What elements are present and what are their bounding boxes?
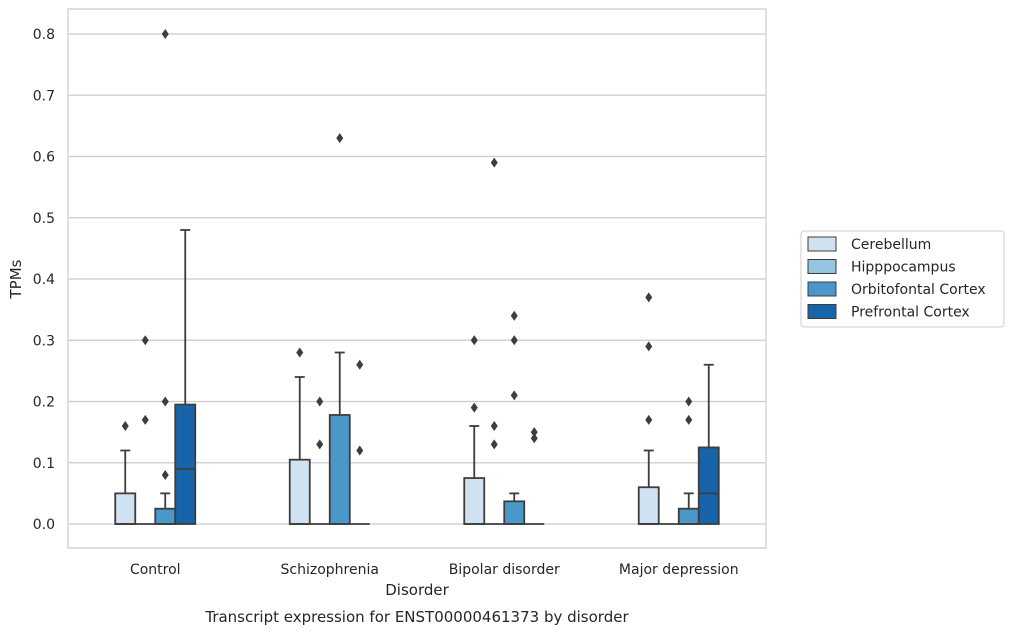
y-tick-label: 0.1 — [33, 456, 55, 472]
x-tick-labels: Control Schizophrenia Bipolar disorder Majo… — [130, 562, 739, 578]
outlier-point — [530, 433, 538, 444]
figure-caption: Transcript expression for ENST0000046137… — [204, 608, 629, 626]
box-body — [288, 458, 311, 525]
y-tick-label: 0.7 — [33, 88, 55, 104]
outlier-point — [141, 335, 149, 346]
box-cerebellum — [288, 376, 311, 525]
outlier-point — [490, 439, 498, 450]
outlier-point — [685, 414, 693, 425]
outlier-point — [316, 439, 324, 450]
outlier-point — [510, 335, 518, 346]
box-cerebellum — [637, 449, 660, 525]
legend-swatch — [807, 281, 837, 297]
box-orbitofontal-cortex — [677, 492, 700, 525]
y-tick-label: 0.8 — [33, 27, 55, 43]
box-body — [697, 446, 720, 525]
box-body — [328, 414, 351, 525]
outlier-point — [141, 414, 149, 425]
box-body — [503, 500, 526, 525]
outlier-point — [296, 347, 304, 358]
x-tick-label: Major depression — [619, 562, 739, 578]
outlier-point — [356, 445, 364, 456]
legend-label: Prefrontal Cortex — [851, 305, 970, 321]
y-axis-title: TPMs — [7, 259, 25, 299]
outlier-point — [490, 421, 498, 431]
outlier-point — [336, 133, 344, 144]
y-tick-label: 0.5 — [33, 211, 55, 227]
y-tick-labels: 0.0 0.1 0.2 0.3 0.4 0.5 0.6 0.7 0.8 — [33, 27, 55, 533]
legend-swatch — [807, 304, 837, 319]
legend-label: Cerebellum — [851, 237, 931, 253]
legend-swatch — [807, 259, 837, 274]
x-tick-label: Schizophrenia — [281, 562, 379, 578]
box-prefrontal-cortex — [174, 229, 197, 525]
box-body — [114, 492, 137, 525]
outlier-point — [645, 341, 653, 352]
plot-frame — [67, 8, 767, 549]
x-axis-title: Disorder — [385, 581, 449, 599]
outlier-point — [470, 335, 478, 346]
y-tick-label: 0.4 — [33, 272, 55, 288]
outlier-point — [161, 396, 169, 407]
outlier-point — [510, 390, 518, 401]
outlier-point — [645, 414, 653, 425]
outlier-point — [356, 359, 364, 370]
legend-frame — [800, 230, 1005, 328]
legend-label: Orbitofontal Cortex — [851, 282, 986, 298]
boxes — [114, 229, 720, 525]
outlier-point — [161, 29, 169, 39]
outlier-point — [470, 402, 478, 413]
legend: Cerebellum Hipppocampus Orbitofontal Corte… — [800, 230, 1005, 328]
outlier-point — [490, 157, 498, 168]
outlier-point — [530, 427, 538, 438]
legend-label: Hipppocampus — [851, 260, 956, 276]
box-body — [154, 507, 177, 525]
box-orbitofontal-cortex — [503, 492, 526, 525]
y-tick-label: 0.0 — [33, 517, 55, 533]
outliers — [121, 29, 693, 480]
box-cerebellum — [463, 425, 486, 525]
box-body — [637, 486, 660, 525]
y-tick-label: 0.3 — [33, 333, 55, 349]
outlier-point — [510, 310, 518, 321]
box-orbitofontal-cortex — [154, 492, 177, 525]
box-body — [174, 403, 197, 525]
box-body — [463, 477, 486, 525]
x-tick-label: Control — [130, 562, 181, 578]
y-tick-label: 0.6 — [33, 150, 55, 166]
outlier-point — [645, 292, 653, 303]
box-orbitofontal-cortex — [328, 351, 351, 525]
y-tick-label: 0.2 — [33, 395, 55, 411]
x-tick-label: Bipolar disorder — [449, 562, 560, 578]
outlier-point — [161, 470, 169, 480]
box-prefrontal-cortex — [697, 363, 720, 525]
box-cerebellum — [114, 449, 137, 525]
outlier-point — [121, 421, 129, 431]
outlier-point — [316, 396, 324, 407]
gridlines — [68, 33, 766, 525]
legend-swatch — [807, 236, 837, 252]
box-body — [677, 507, 700, 525]
outlier-point — [685, 396, 693, 407]
